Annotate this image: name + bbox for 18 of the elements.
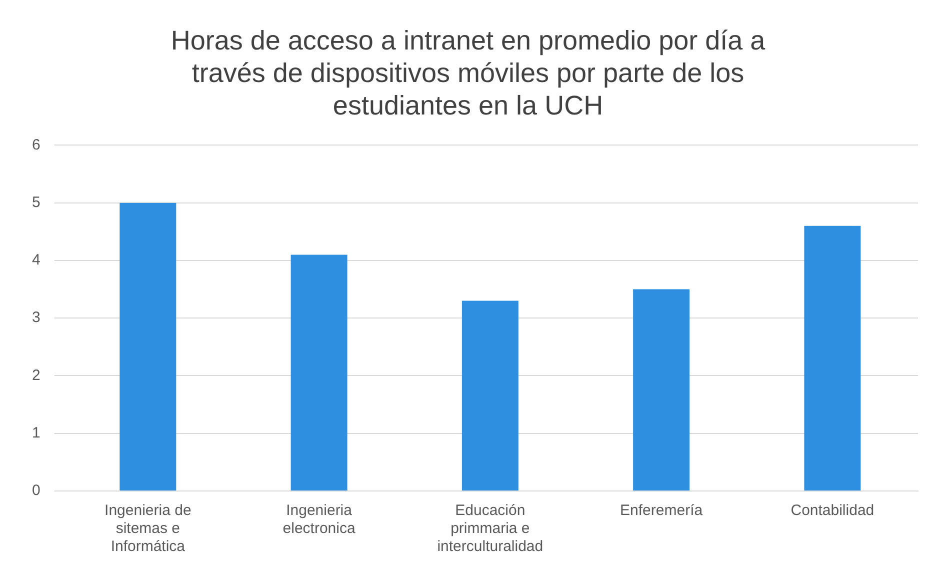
bar [633, 289, 690, 490]
bar [804, 226, 861, 490]
x-tick-label: Enferemería [620, 502, 704, 520]
y-tick-label: 0 [32, 482, 40, 500]
y-tick-label: 5 [32, 194, 40, 211]
bar [290, 254, 348, 490]
chart-title: Horas de acceso a intranet en promedio por día a través de dispositivos móviles por parte de los estudiantes en la UCH [170, 26, 766, 120]
x-tick-label: Contabilidad [790, 502, 874, 520]
y-tick-label: 6 [32, 136, 40, 154]
x-tick-label: Ingenieria de sitemas e Informática [104, 502, 192, 556]
y-tick-label: 1 [32, 424, 40, 442]
bar [462, 300, 518, 490]
bar [120, 202, 176, 490]
y-tick-label: 4 [32, 252, 40, 269]
x-tick-label: Ingenieria electronica [282, 502, 356, 538]
y-tick-label: 2 [32, 366, 40, 384]
x-tick-label: Educación primmaria e interculturalidad [437, 502, 544, 556]
y-tick-label: 3 [32, 309, 40, 326]
